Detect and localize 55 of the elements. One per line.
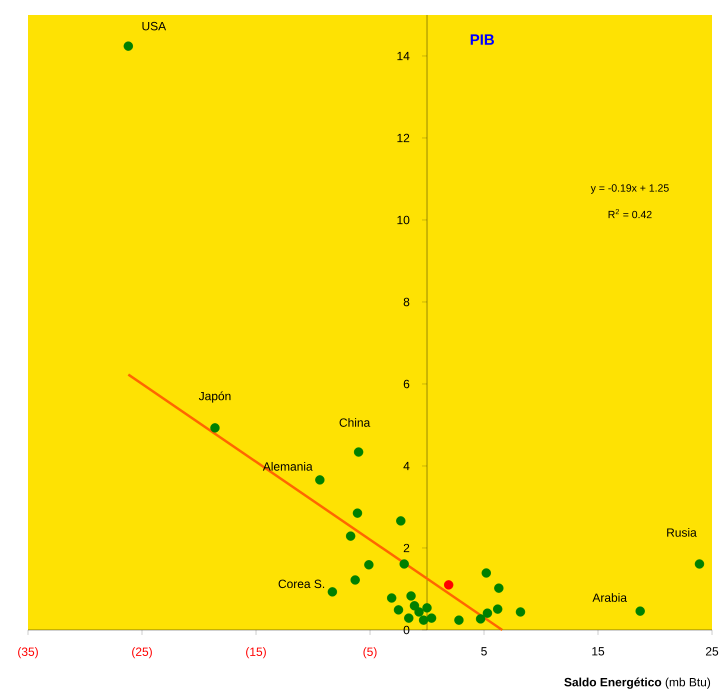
annotation: Japón <box>198 391 230 403</box>
point <box>406 591 416 601</box>
y-tick-label: 6 <box>404 380 410 388</box>
point <box>346 531 356 541</box>
x-tick-label: (15) <box>246 647 266 658</box>
point <box>315 475 325 485</box>
point <box>364 560 374 570</box>
annotation: Arabia <box>592 593 627 602</box>
annotation: y = -0.19x + 1.25 <box>590 184 669 194</box>
point <box>410 601 420 610</box>
point <box>418 615 428 625</box>
point <box>482 568 491 578</box>
point <box>386 593 396 603</box>
point <box>422 603 432 613</box>
point <box>350 575 360 585</box>
y-tick-label: 4 <box>403 462 410 470</box>
point <box>210 423 220 433</box>
y-axis-title: PIB <box>470 34 494 45</box>
annotation: Alemania <box>262 462 313 471</box>
point <box>494 583 504 593</box>
point <box>694 559 704 569</box>
point <box>414 607 424 617</box>
annotation: Rusia <box>667 528 697 537</box>
annotation: China <box>340 418 370 427</box>
point <box>476 614 486 624</box>
y-tick-label: 8 <box>404 298 410 306</box>
point <box>426 613 436 623</box>
point <box>444 580 454 590</box>
x-tick-label: (35) <box>18 647 38 658</box>
annotation: Corea S. <box>278 580 324 588</box>
point <box>482 608 492 618</box>
point <box>352 508 362 518</box>
point <box>635 606 645 616</box>
point <box>394 605 404 615</box>
annotation: R$^{2}$ = 0.42 <box>608 209 652 218</box>
point <box>492 604 502 614</box>
x-tick-label: 5 <box>481 647 487 656</box>
point <box>396 516 406 526</box>
x-tick-label: 15 <box>592 647 604 656</box>
point <box>328 587 338 597</box>
point <box>404 613 414 623</box>
x-tick-label: (5) <box>363 647 377 658</box>
x-tick-label: 25 <box>706 647 718 656</box>
point <box>454 615 464 625</box>
y-tick-label: 2 <box>404 544 410 552</box>
point <box>124 41 134 51</box>
x-tick-label: (25) <box>132 647 152 658</box>
point <box>400 559 409 569</box>
point <box>516 607 526 617</box>
point <box>354 447 364 457</box>
y-tick-label: 10 <box>397 216 410 224</box>
y-tick-label: 12 <box>397 134 410 142</box>
y-tick-label: 14 <box>397 52 410 60</box>
x-axis-title: Saldo Energético (mb Btu) <box>564 678 710 689</box>
annotation: USA <box>142 22 166 30</box>
